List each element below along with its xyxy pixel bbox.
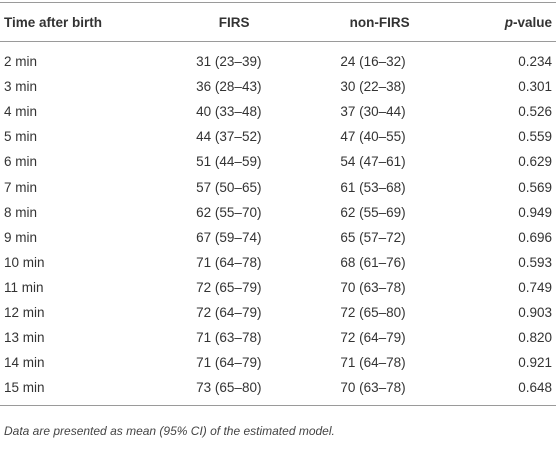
table-cell: 73 (65–80) xyxy=(147,375,266,407)
table-cell: 8 min xyxy=(4,204,38,220)
table-cell: 72 (65–79) xyxy=(196,279,262,295)
table-cell: 14 min xyxy=(4,355,45,371)
table-cell: 7 min xyxy=(4,179,38,195)
table-cell: 10 min xyxy=(4,254,45,270)
table-cell: 12 min xyxy=(4,304,45,320)
table-cell: 67 (59–74) xyxy=(196,229,262,245)
table-cell: 0.921 xyxy=(518,355,552,371)
table-cell: 0.559 xyxy=(518,129,552,145)
table-cell: 61 (53–68) xyxy=(340,179,406,195)
table-cell: 71 (64–78) xyxy=(340,355,406,371)
table-cell: 0.234 xyxy=(518,54,552,70)
table-body: 2 min 31 (23–39) 24 (16–32) 0.234 3 min 36 (2… xyxy=(0,42,556,407)
table-cell: 71 (63–78) xyxy=(196,330,262,346)
footnote: Data are presented as mean (95% CI) of t… xyxy=(4,424,335,438)
table-cell: 62 (55–70) xyxy=(196,204,262,220)
table-cell: 62 (55–69) xyxy=(340,204,406,220)
table-row: 7 min 57 (50–65) 61 (53–68) 0.569 xyxy=(0,174,556,199)
table-cell: 72 (65–80) xyxy=(340,304,406,320)
table-row: 9 min 67 (59–74) 65 (57–72) 0.696 xyxy=(0,225,556,250)
table-cell: 2 min xyxy=(4,54,38,70)
table-cell: 65 (57–72) xyxy=(340,229,406,245)
header-cell: FIRS xyxy=(147,2,266,42)
table-cell: 40 (33–48) xyxy=(196,104,262,120)
table-cell: 70 (63–78) xyxy=(265,375,410,407)
table-row: 10 min 71 (64–78) 68 (61–76) 0.593 xyxy=(0,250,556,275)
table-row: 13 min 71 (63–78) 72 (64–79) 0.820 xyxy=(0,325,556,350)
table-cell: 54 (47–61) xyxy=(340,154,406,170)
header-cell: Time after birth xyxy=(0,2,148,42)
table-cell: 0.696 xyxy=(518,229,552,245)
table-cell: 47 (40–55) xyxy=(340,129,406,145)
table-cell: 30 (22–38) xyxy=(340,79,406,95)
table-cell: 71 (64–79) xyxy=(196,355,262,371)
table-row: 12 min 72 (64–79) 72 (65–80) 0.903 xyxy=(0,300,556,325)
table-row: 15 min 73 (65–80) 70 (63–78) 0.648 xyxy=(0,375,556,407)
header-cell: non-FIRS xyxy=(265,2,410,42)
table-cell: 11 min xyxy=(4,279,44,295)
table-header: Time after birth FIRS non-FIRS p-value xyxy=(0,2,556,42)
table-row: 14 min 71 (64–79) 71 (64–78) 0.921 xyxy=(0,350,556,375)
table-cell: 31 (23–39) xyxy=(196,54,262,70)
table-row: 3 min 36 (28–43) 30 (22–38) 0.301 xyxy=(0,74,556,99)
table-row: 2 min 31 (23–39) 24 (16–32) 0.234 xyxy=(0,42,556,75)
table-cell: 0.749 xyxy=(518,279,552,295)
table-cell: 0.569 xyxy=(518,179,552,195)
header-cell: p-value xyxy=(409,2,556,42)
table-cell: 13 min xyxy=(4,330,45,346)
table-cell: 15 min xyxy=(0,375,148,407)
table-cell: 6 min xyxy=(4,154,38,170)
table-cell: 44 (37–52) xyxy=(196,129,262,145)
table-row: 6 min 51 (44–59) 54 (47–61) 0.629 xyxy=(0,149,556,174)
table-cell: 70 (63–78) xyxy=(340,279,406,295)
table-cell: 51 (44–59) xyxy=(196,154,262,170)
table-cell: 5 min xyxy=(4,129,38,145)
table-cell: 37 (30–44) xyxy=(340,104,406,120)
table-cell: 0.593 xyxy=(518,254,552,270)
table-cell: 72 (64–79) xyxy=(340,330,406,346)
table-cell: 72 (64–79) xyxy=(196,304,262,320)
data-table: Time after birth FIRS non-FIRS p-value 2… xyxy=(0,2,556,407)
table-row: 4 min 40 (33–48) 37 (30–44) 0.526 xyxy=(0,99,556,124)
table-cell: 3 min xyxy=(4,79,38,95)
table-cell: 4 min xyxy=(4,104,38,120)
table-cell: 0.949 xyxy=(518,204,552,220)
table-cell: 57 (50–65) xyxy=(196,179,262,195)
table-cell: 71 (64–78) xyxy=(196,254,262,270)
table-cell: 0.648 xyxy=(409,375,556,407)
table-cell: 0.820 xyxy=(518,330,552,346)
header-row: Time after birth FIRS non-FIRS p-value xyxy=(0,2,556,42)
table-cell: 68 (61–76) xyxy=(340,254,406,270)
table-cell: 9 min xyxy=(4,229,38,245)
table-cell: 0.301 xyxy=(518,79,552,95)
table-cell: 0.526 xyxy=(518,104,552,120)
table-cell: 36 (28–43) xyxy=(196,79,262,95)
table-cell: 24 (16–32) xyxy=(340,54,406,70)
table-cell: 0.903 xyxy=(518,304,552,320)
table-row: 11 min 72 (65–79) 70 (63–78) 0.749 xyxy=(0,275,556,300)
table-row: 8 min 62 (55–70) 62 (55–69) 0.949 xyxy=(0,200,556,225)
table-row: 5 min 44 (37–52) 47 (40–55) 0.559 xyxy=(0,124,556,149)
table-cell: 0.629 xyxy=(518,154,552,170)
